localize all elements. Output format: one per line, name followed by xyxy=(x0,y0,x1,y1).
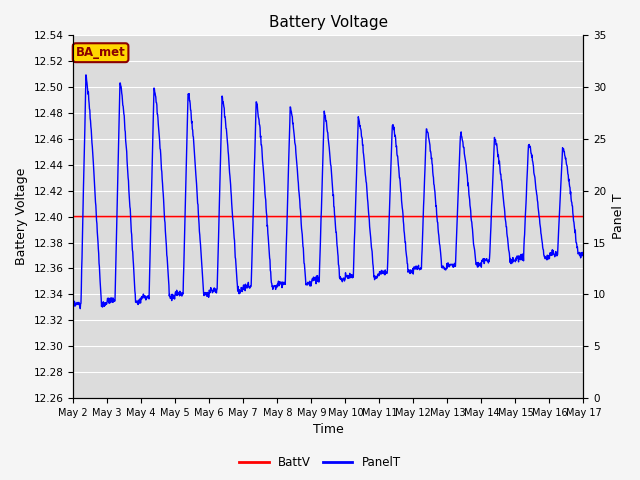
Y-axis label: Panel T: Panel T xyxy=(612,194,625,240)
Y-axis label: Battery Voltage: Battery Voltage xyxy=(15,168,28,265)
Text: BA_met: BA_met xyxy=(76,46,125,59)
Legend: BattV, PanelT: BattV, PanelT xyxy=(234,452,406,474)
Title: Battery Voltage: Battery Voltage xyxy=(269,15,388,30)
X-axis label: Time: Time xyxy=(313,423,344,436)
